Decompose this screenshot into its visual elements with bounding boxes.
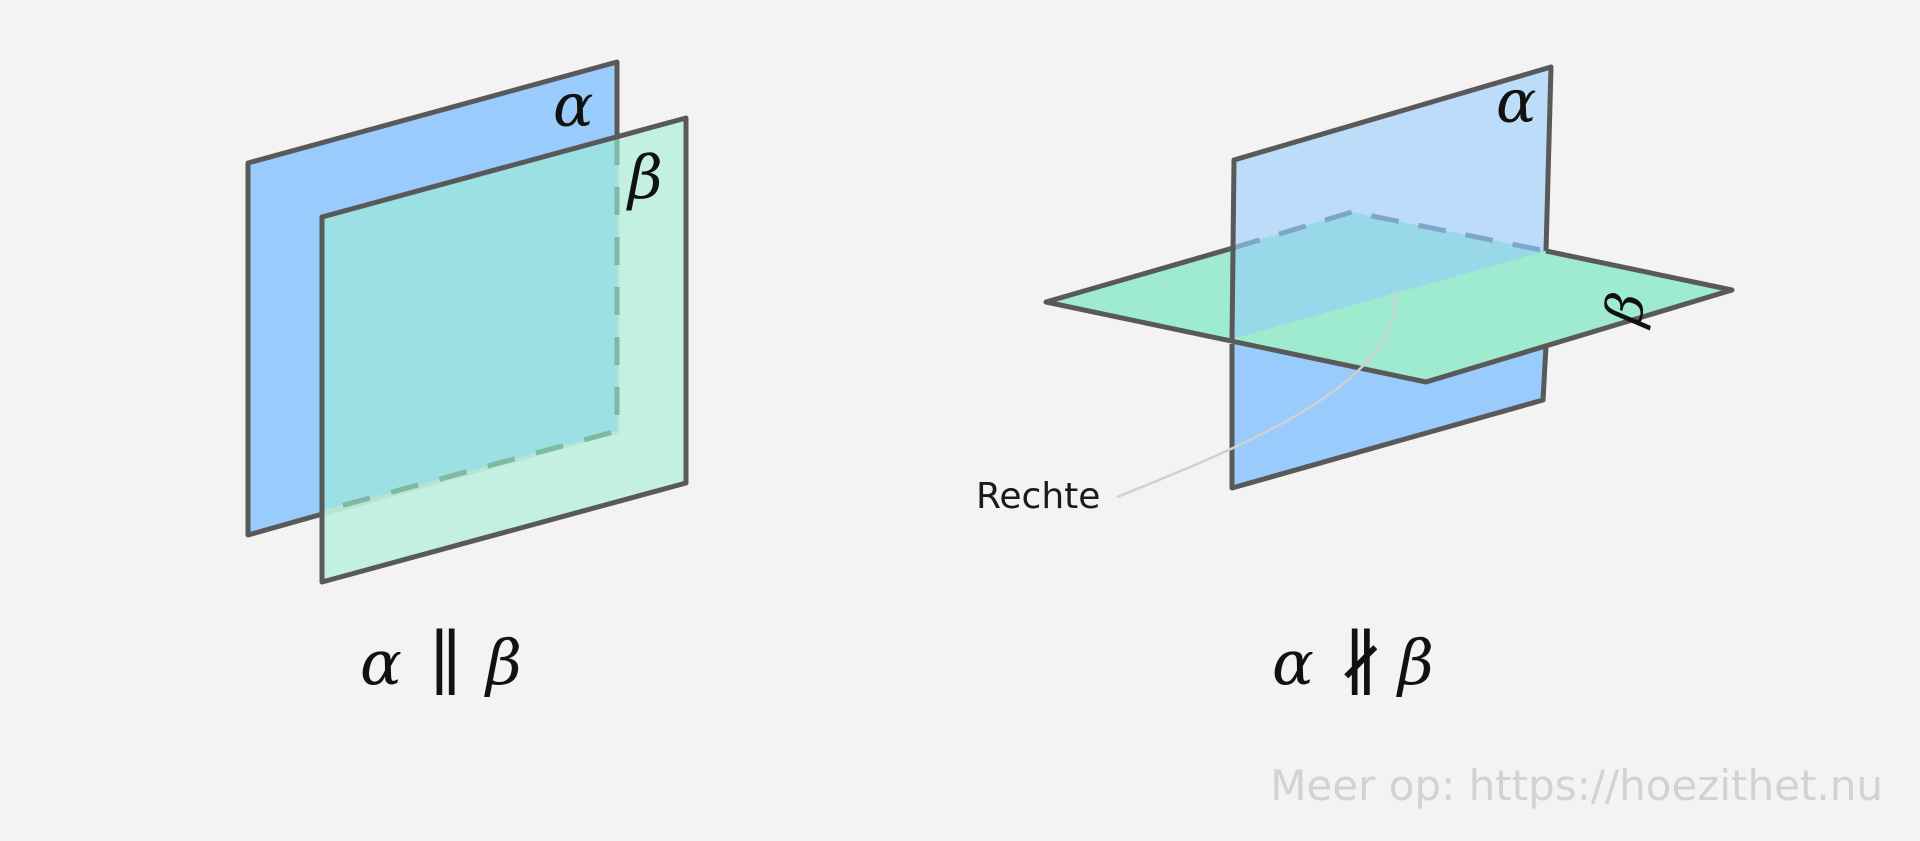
- plane-beta-left-outline: [319, 115, 689, 585]
- caption-not-parallel: α ∦ β: [1272, 621, 1434, 705]
- watermark-text: Meer op: https://hoezithet.nu: [1270, 761, 1883, 810]
- caption-not-parallel-alpha: α: [1272, 626, 1314, 699]
- plane-alpha-right-outline-bottom: [1229, 344, 1549, 491]
- caption-parallel: α ∥ β: [360, 621, 522, 705]
- intersecting-planes-figure: α β Rechte α ∦ β: [976, 64, 1735, 705]
- hidden-edge-beta: [1232, 209, 1547, 254]
- beta-behind-alpha-region: [1232, 212, 1546, 339]
- caption-parallel-symbol: ∥: [429, 621, 462, 705]
- planes-overlap-region: [322, 137, 617, 511]
- caption-not-parallel-beta: β: [1396, 626, 1434, 699]
- intersection-line-label: Rechte: [976, 476, 1100, 517]
- label-alpha-right: α: [1496, 67, 1537, 137]
- plane-beta-right-outline: [1043, 245, 1735, 385]
- intersection-line-pointer: [1116, 291, 1398, 499]
- label-alpha-left: α: [553, 71, 594, 141]
- caption-not-parallel-symbol: ∦: [1338, 621, 1384, 705]
- parallel-planes-figure: α β α ∥ β: [245, 59, 689, 705]
- label-beta-left: β: [626, 143, 663, 213]
- caption-parallel-beta: β: [484, 626, 522, 699]
- caption-parallel-alpha: α: [360, 626, 402, 699]
